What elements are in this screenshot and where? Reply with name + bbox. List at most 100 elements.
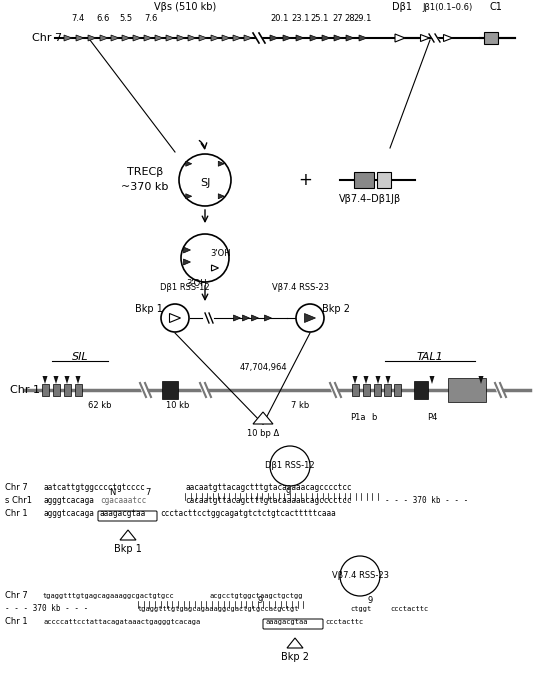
Circle shape [161, 304, 189, 332]
Text: 29.1: 29.1 [354, 14, 372, 23]
Text: acgcctgtggctaagctgctgg: acgcctgtggctaagctgctgg [210, 593, 304, 599]
Polygon shape [188, 35, 196, 41]
Text: Chr 1: Chr 1 [10, 385, 40, 395]
Polygon shape [100, 35, 108, 41]
Polygon shape [64, 35, 72, 41]
Text: aaagacgtaa: aaagacgtaa [265, 619, 307, 625]
Text: 7: 7 [146, 488, 150, 497]
Polygon shape [183, 247, 190, 253]
Text: tgaggtttgtgagcagaaaggcgactgtgcc: tgaggtttgtgagcagaaaggcgactgtgcc [43, 593, 174, 599]
Text: TRECβ: TRECβ [127, 167, 163, 177]
Text: Chr 1: Chr 1 [5, 509, 28, 518]
Polygon shape [429, 376, 434, 384]
Polygon shape [252, 315, 259, 321]
Text: SIL: SIL [72, 352, 88, 362]
Bar [42, 384, 49, 396]
Polygon shape [218, 161, 224, 166]
Polygon shape [334, 35, 342, 41]
Polygon shape [199, 35, 207, 41]
Polygon shape [253, 412, 273, 424]
Bar [448, 378, 486, 402]
Circle shape [181, 234, 229, 282]
Polygon shape [43, 376, 48, 384]
Text: Chr 7: Chr 7 [32, 33, 62, 43]
Polygon shape [296, 35, 304, 41]
Polygon shape [283, 35, 291, 41]
Polygon shape [375, 376, 381, 384]
Bar [363, 384, 370, 396]
Text: - - - 370 kb - - -: - - - 370 kb - - - [385, 496, 468, 505]
Polygon shape [166, 35, 174, 41]
Polygon shape [444, 34, 452, 41]
Text: 5.5: 5.5 [119, 14, 132, 23]
Polygon shape [183, 259, 190, 265]
Polygon shape [211, 35, 219, 41]
Polygon shape [65, 376, 69, 384]
Text: Chr 7: Chr 7 [5, 591, 28, 600]
Polygon shape [287, 638, 303, 648]
Text: 10 kb: 10 kb [166, 401, 190, 410]
Polygon shape [359, 35, 367, 41]
Polygon shape [111, 35, 119, 41]
Text: Dβ1: Dβ1 [392, 2, 412, 12]
Polygon shape [177, 35, 185, 41]
Polygon shape [270, 35, 278, 41]
Bar [354, 172, 374, 188]
Text: 7.4: 7.4 [71, 14, 85, 23]
Bar [377, 172, 391, 188]
Polygon shape [233, 35, 241, 41]
Text: b: b [371, 413, 377, 422]
Text: Dβ1 RSS-12: Dβ1 RSS-12 [265, 461, 315, 470]
Polygon shape [322, 35, 330, 41]
Text: 25.1: 25.1 [311, 14, 329, 23]
Text: 9: 9 [258, 596, 263, 605]
Text: aatcattgtggcccctgtcccc: aatcattgtggcccctgtcccc [43, 483, 145, 492]
Text: - - - 370 kb - - -: - - - 370 kb - - - [5, 604, 88, 613]
Text: accccattcctattacagataaactgagggtcacaga: accccattcctattacagataaactgagggtcacaga [43, 619, 200, 625]
Text: C1: C1 [490, 2, 503, 12]
Text: 7 kb: 7 kb [291, 401, 309, 410]
Polygon shape [352, 376, 358, 384]
Text: Bkp 2: Bkp 2 [322, 304, 350, 314]
Text: Bkp 1: Bkp 1 [135, 304, 163, 314]
Text: s Chr1: s Chr1 [5, 496, 32, 505]
Text: tgaggtttgtgagcagaaaggcgactgtgccacgctgt: tgaggtttgtgagcagaaaggcgactgtgccacgctgt [138, 606, 300, 612]
Circle shape [340, 556, 380, 596]
Polygon shape [305, 313, 316, 322]
Text: aacaatgttacagctttgtacaaaaacagcccctcc: aacaatgttacagctttgtacaaaaacagcccctcc [185, 483, 352, 492]
Bar [162, 381, 178, 399]
Polygon shape [212, 265, 218, 271]
Text: ~370 kb: ~370 kb [121, 182, 168, 192]
Text: cgacaaatcc: cgacaaatcc [100, 496, 146, 505]
Text: Chr 7: Chr 7 [5, 483, 28, 492]
Bar [414, 381, 428, 399]
Text: P1a: P1a [350, 413, 366, 422]
Polygon shape [222, 35, 230, 41]
Text: ccctacttcctggcagatgtctctgtcactttttcaaa: ccctacttcctggcagatgtctctgtcactttttcaaa [160, 509, 336, 518]
Text: 9: 9 [286, 488, 290, 497]
Text: 27: 27 [333, 14, 344, 23]
Polygon shape [479, 376, 484, 384]
Text: TAL1: TAL1 [417, 352, 444, 362]
Text: Vβ7.4 RSS-23: Vβ7.4 RSS-23 [271, 283, 329, 292]
Circle shape [270, 446, 310, 486]
Bar [484, 32, 498, 44]
Text: agggtcacaga: agggtcacaga [43, 496, 94, 505]
Bar [75, 384, 82, 396]
Text: agggtcacaga: agggtcacaga [43, 509, 94, 518]
Text: Jβ1(0.1–0.6): Jβ1(0.1–0.6) [422, 3, 472, 12]
Text: 9: 9 [368, 596, 373, 605]
Text: SJ: SJ [200, 178, 210, 188]
Polygon shape [364, 376, 369, 384]
Text: Vβ7.4 RSS-23: Vβ7.4 RSS-23 [331, 572, 388, 580]
Text: cacaatgttacagctttgtacaaaaacagcccctcc: cacaatgttacagctttgtacaaaaacagcccctcc [185, 496, 352, 505]
Text: ccctacttc: ccctacttc [390, 606, 428, 612]
Polygon shape [244, 35, 252, 41]
Polygon shape [88, 35, 96, 41]
Polygon shape [421, 34, 429, 41]
Bar [374, 384, 381, 396]
Text: 20.1: 20.1 [271, 14, 289, 23]
Bar [64, 384, 71, 396]
Polygon shape [346, 35, 354, 41]
Text: Chr 1: Chr 1 [5, 617, 28, 626]
